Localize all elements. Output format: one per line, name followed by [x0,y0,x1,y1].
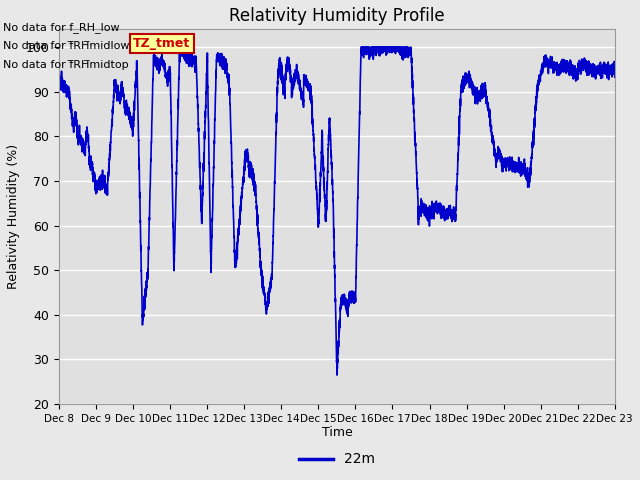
Title: Relativity Humidity Profile: Relativity Humidity Profile [229,7,445,25]
X-axis label: Time: Time [321,426,352,440]
Text: TZ_tmet: TZ_tmet [133,37,191,50]
Legend: 22m: 22m [293,447,381,472]
Text: No data for f_RH_low: No data for f_RH_low [3,22,120,33]
Y-axis label: Relativity Humidity (%): Relativity Humidity (%) [7,144,20,289]
Text: No data for f̅RH̅midlow: No data for f̅RH̅midlow [3,41,130,51]
Text: No data for f̅RH̅midtop: No data for f̅RH̅midtop [3,60,129,70]
